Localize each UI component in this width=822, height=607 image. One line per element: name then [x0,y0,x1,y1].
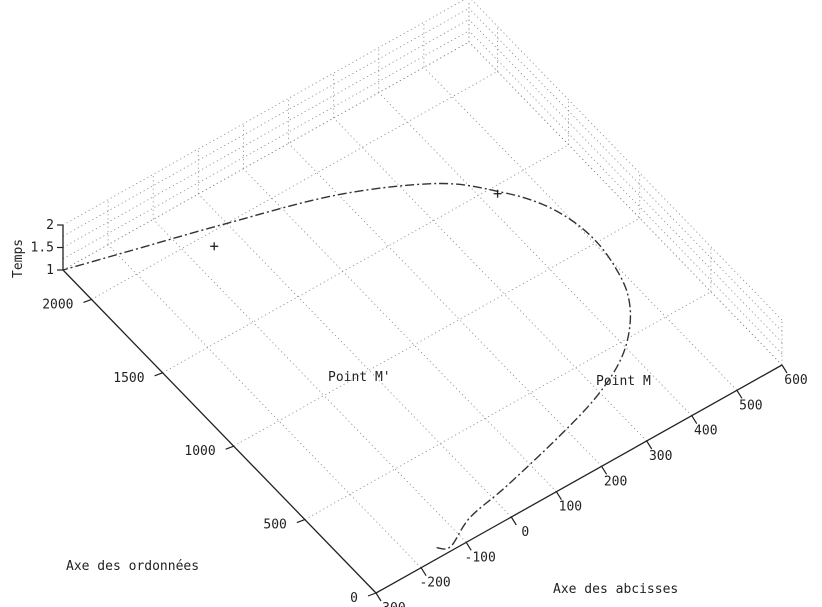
x-tick-label: 300 [649,449,672,464]
y-tick [83,298,92,303]
grid-line [62,0,465,226]
grid-line [91,71,498,300]
grid-line [468,19,783,343]
z-tick-label: 1 [46,263,54,278]
trajectory [62,182,632,550]
grid [62,0,783,594]
trajectory-line [62,182,632,550]
y-tick-label: 2000 [42,297,73,312]
z-tick-label: 2 [46,218,54,233]
grid-line [62,30,470,260]
grid-line [468,41,783,366]
z-tick-label: 1.5 [31,241,54,256]
x-tick-label: 600 [784,373,807,388]
grid-line [243,168,557,492]
grid-line [198,193,512,518]
x-tick [510,516,517,526]
x-tick [420,567,427,577]
x-tick-label: 400 [694,424,717,439]
x-tick-label: -100 [465,550,496,565]
z-axis-label: Temps [11,239,26,278]
y-tick [296,519,306,524]
grid-line [423,67,738,391]
x-tick [736,389,743,399]
y-tick-label: 1000 [184,444,215,459]
y-tick [367,592,377,597]
grid-line [62,19,470,248]
grid-line [333,117,647,442]
x-axis-line [375,364,783,594]
grid-line [471,0,783,321]
labels: Axe des abcisses Axe des ordonnées Temps… [11,239,678,597]
x-tick-label: 500 [739,398,762,413]
y-tick-label: 1500 [113,371,144,386]
y-axis-line [62,269,377,594]
y-tick [154,372,163,377]
axes: -300 -200 -100 0 100 200 300 400 500 600 0 500 1000 1… [31,218,808,607]
point-m-prime-label: Point M' [328,370,391,385]
x-tick-label: -300 [374,601,405,607]
x-tick-label: 0 [521,525,529,540]
x-tick-label: 100 [559,500,582,515]
y-tick-label: 500 [263,518,286,533]
grid-line [378,92,693,416]
x-tick-label: -200 [419,576,450,591]
grid-line [152,219,467,543]
x-tick [781,364,788,374]
grid-line [107,244,422,568]
x-tick [555,491,562,501]
grid-line [468,30,783,355]
grid-line [162,144,569,374]
grid-line [62,7,470,237]
x-tick [601,465,608,475]
x-tick-label: 200 [604,474,627,489]
y-axis-label: Axe des ordonnées [66,559,199,574]
x-tick [691,415,698,425]
point-m-label: Point M [596,374,651,389]
grid-line [233,217,640,447]
grid-line [304,291,712,520]
x-axis-label: Axe des abcisses [553,582,678,597]
grid-line [288,143,602,467]
x-tick [465,541,472,551]
x-tick [375,592,382,602]
x-tick [646,440,653,450]
y-tick [225,445,234,450]
grid-line [62,41,470,271]
grid-line [468,8,783,332]
y-tick-label: 0 [350,591,358,606]
